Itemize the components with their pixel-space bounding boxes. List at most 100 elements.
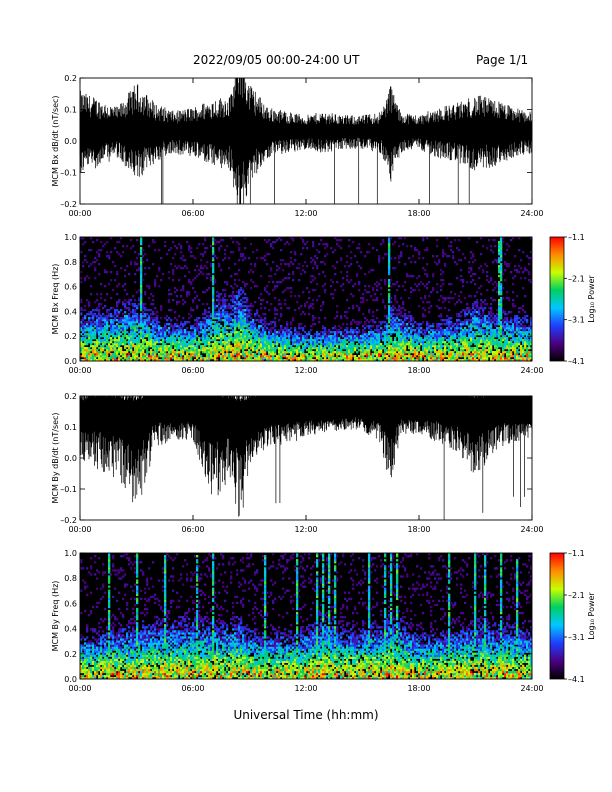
heatmap-cell (250, 345, 253, 348)
heatmap-cell (436, 357, 439, 360)
heatmap-cell (188, 345, 191, 348)
heatmap-cell (122, 303, 125, 306)
heatmap-cell (218, 319, 221, 322)
heatmap-cell (104, 317, 107, 320)
heatmap-cell (162, 335, 165, 338)
heatmap-cell (82, 353, 85, 356)
heatmap-cell (402, 355, 405, 358)
heatmap-cell (468, 237, 471, 240)
heatmap-cell (492, 333, 495, 336)
heatmap-cell (364, 321, 367, 324)
heatmap-cell (224, 305, 227, 308)
heatmap-cell (234, 315, 237, 318)
heatmap-cell (408, 345, 411, 348)
heatmap-cell (376, 329, 379, 332)
heatmap-cell (246, 339, 249, 342)
heatmap-cell (414, 359, 417, 362)
heatmap-cell (98, 313, 101, 316)
heatmap-cell (494, 339, 497, 342)
heatmap-cell (276, 239, 279, 242)
heatmap-cell (164, 359, 167, 362)
heatmap-cell (202, 331, 205, 334)
heatmap-cell (174, 329, 177, 332)
heatmap-cell (230, 311, 233, 314)
heatmap-cell (418, 337, 421, 340)
heatmap-cell (140, 309, 143, 312)
heatmap-cell (412, 255, 415, 258)
heatmap-cell (476, 315, 479, 318)
heatmap-cell (246, 345, 249, 348)
heatmap-cell (490, 245, 493, 248)
heatmap-cell (94, 347, 97, 350)
heatmap-cell (484, 335, 487, 338)
heatmap-cell (168, 347, 171, 350)
heatmap-cell (340, 351, 343, 354)
heatmap-cell (378, 331, 381, 334)
heatmap-cell (142, 323, 145, 326)
heatmap-cell (236, 301, 239, 304)
heatmap-cell (222, 357, 225, 360)
heatmap-cell (142, 249, 145, 252)
heatmap-cell (398, 307, 401, 310)
heatmap-cell (468, 331, 471, 334)
heatmap-cell (346, 337, 349, 340)
heatmap-cell (298, 359, 301, 362)
heatmap-cell (460, 311, 463, 314)
heatmap-cell (300, 337, 303, 340)
heatmap-cell (300, 355, 303, 358)
heatmap-cell (386, 329, 389, 332)
heatmap-cell (362, 325, 365, 328)
heatmap-cell (106, 329, 109, 332)
heatmap-cell (110, 345, 113, 348)
heatmap-cell (400, 313, 403, 316)
heatmap-cell (180, 327, 183, 330)
heatmap-cell (186, 335, 189, 338)
heatmap-cell (348, 347, 351, 350)
heatmap-cell (436, 335, 439, 338)
heatmap-cell (482, 347, 485, 350)
heatmap-cell (132, 327, 135, 330)
heatmap-cell (468, 267, 471, 270)
heatmap-cell (136, 337, 139, 340)
heatmap-cell (442, 249, 445, 252)
heatmap-cell (234, 279, 237, 282)
heatmap-cell (332, 345, 335, 348)
heatmap-cell (324, 351, 327, 354)
heatmap-cell (486, 327, 489, 330)
heatmap-cell (162, 345, 165, 348)
heatmap-cell (422, 347, 425, 350)
heatmap-cell (300, 327, 303, 330)
heatmap-cell (204, 343, 207, 346)
heatmap-cell (448, 327, 451, 330)
heatmap-cell (196, 275, 199, 278)
heatmap-cell (490, 279, 493, 282)
heatmap-cell (144, 353, 147, 356)
heatmap-cell (456, 341, 459, 344)
heatmap-cell (94, 341, 97, 344)
heatmap-cell (394, 359, 397, 362)
heatmap-cell (446, 321, 449, 324)
heatmap-cell (324, 247, 327, 250)
heatmap-cell (450, 323, 453, 326)
heatmap-cell (250, 305, 253, 308)
heatmap-cell (118, 301, 121, 304)
heatmap-cell (200, 253, 203, 256)
heatmap-cell (254, 337, 257, 340)
heatmap-cell (320, 309, 323, 312)
heatmap-cell (282, 269, 285, 272)
heatmap-cell (410, 321, 413, 324)
heatmap-cell (282, 351, 285, 354)
heatmap-cell (232, 321, 235, 324)
heatmap-cell (286, 323, 289, 326)
heatmap-cell (176, 355, 179, 358)
heatmap-cell (182, 331, 185, 334)
heatmap-cell (208, 317, 211, 320)
heatmap-cell (410, 333, 413, 336)
heatmap-cell (142, 315, 145, 318)
heatmap-cell (220, 345, 223, 348)
heatmap-cell (152, 239, 155, 242)
heatmap-cell (94, 343, 97, 346)
heatmap-cell (356, 273, 359, 276)
heatmap-cell (428, 359, 431, 362)
heatmap-cell (438, 299, 441, 302)
